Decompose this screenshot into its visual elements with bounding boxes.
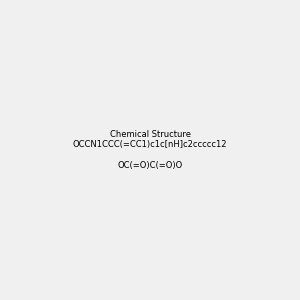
- Text: Chemical Structure
OCCN1CCC(=CC1)c1c[nH]c2ccccc12

OC(=O)C(=O)O: Chemical Structure OCCN1CCC(=CC1)c1c[nH]…: [73, 130, 227, 170]
